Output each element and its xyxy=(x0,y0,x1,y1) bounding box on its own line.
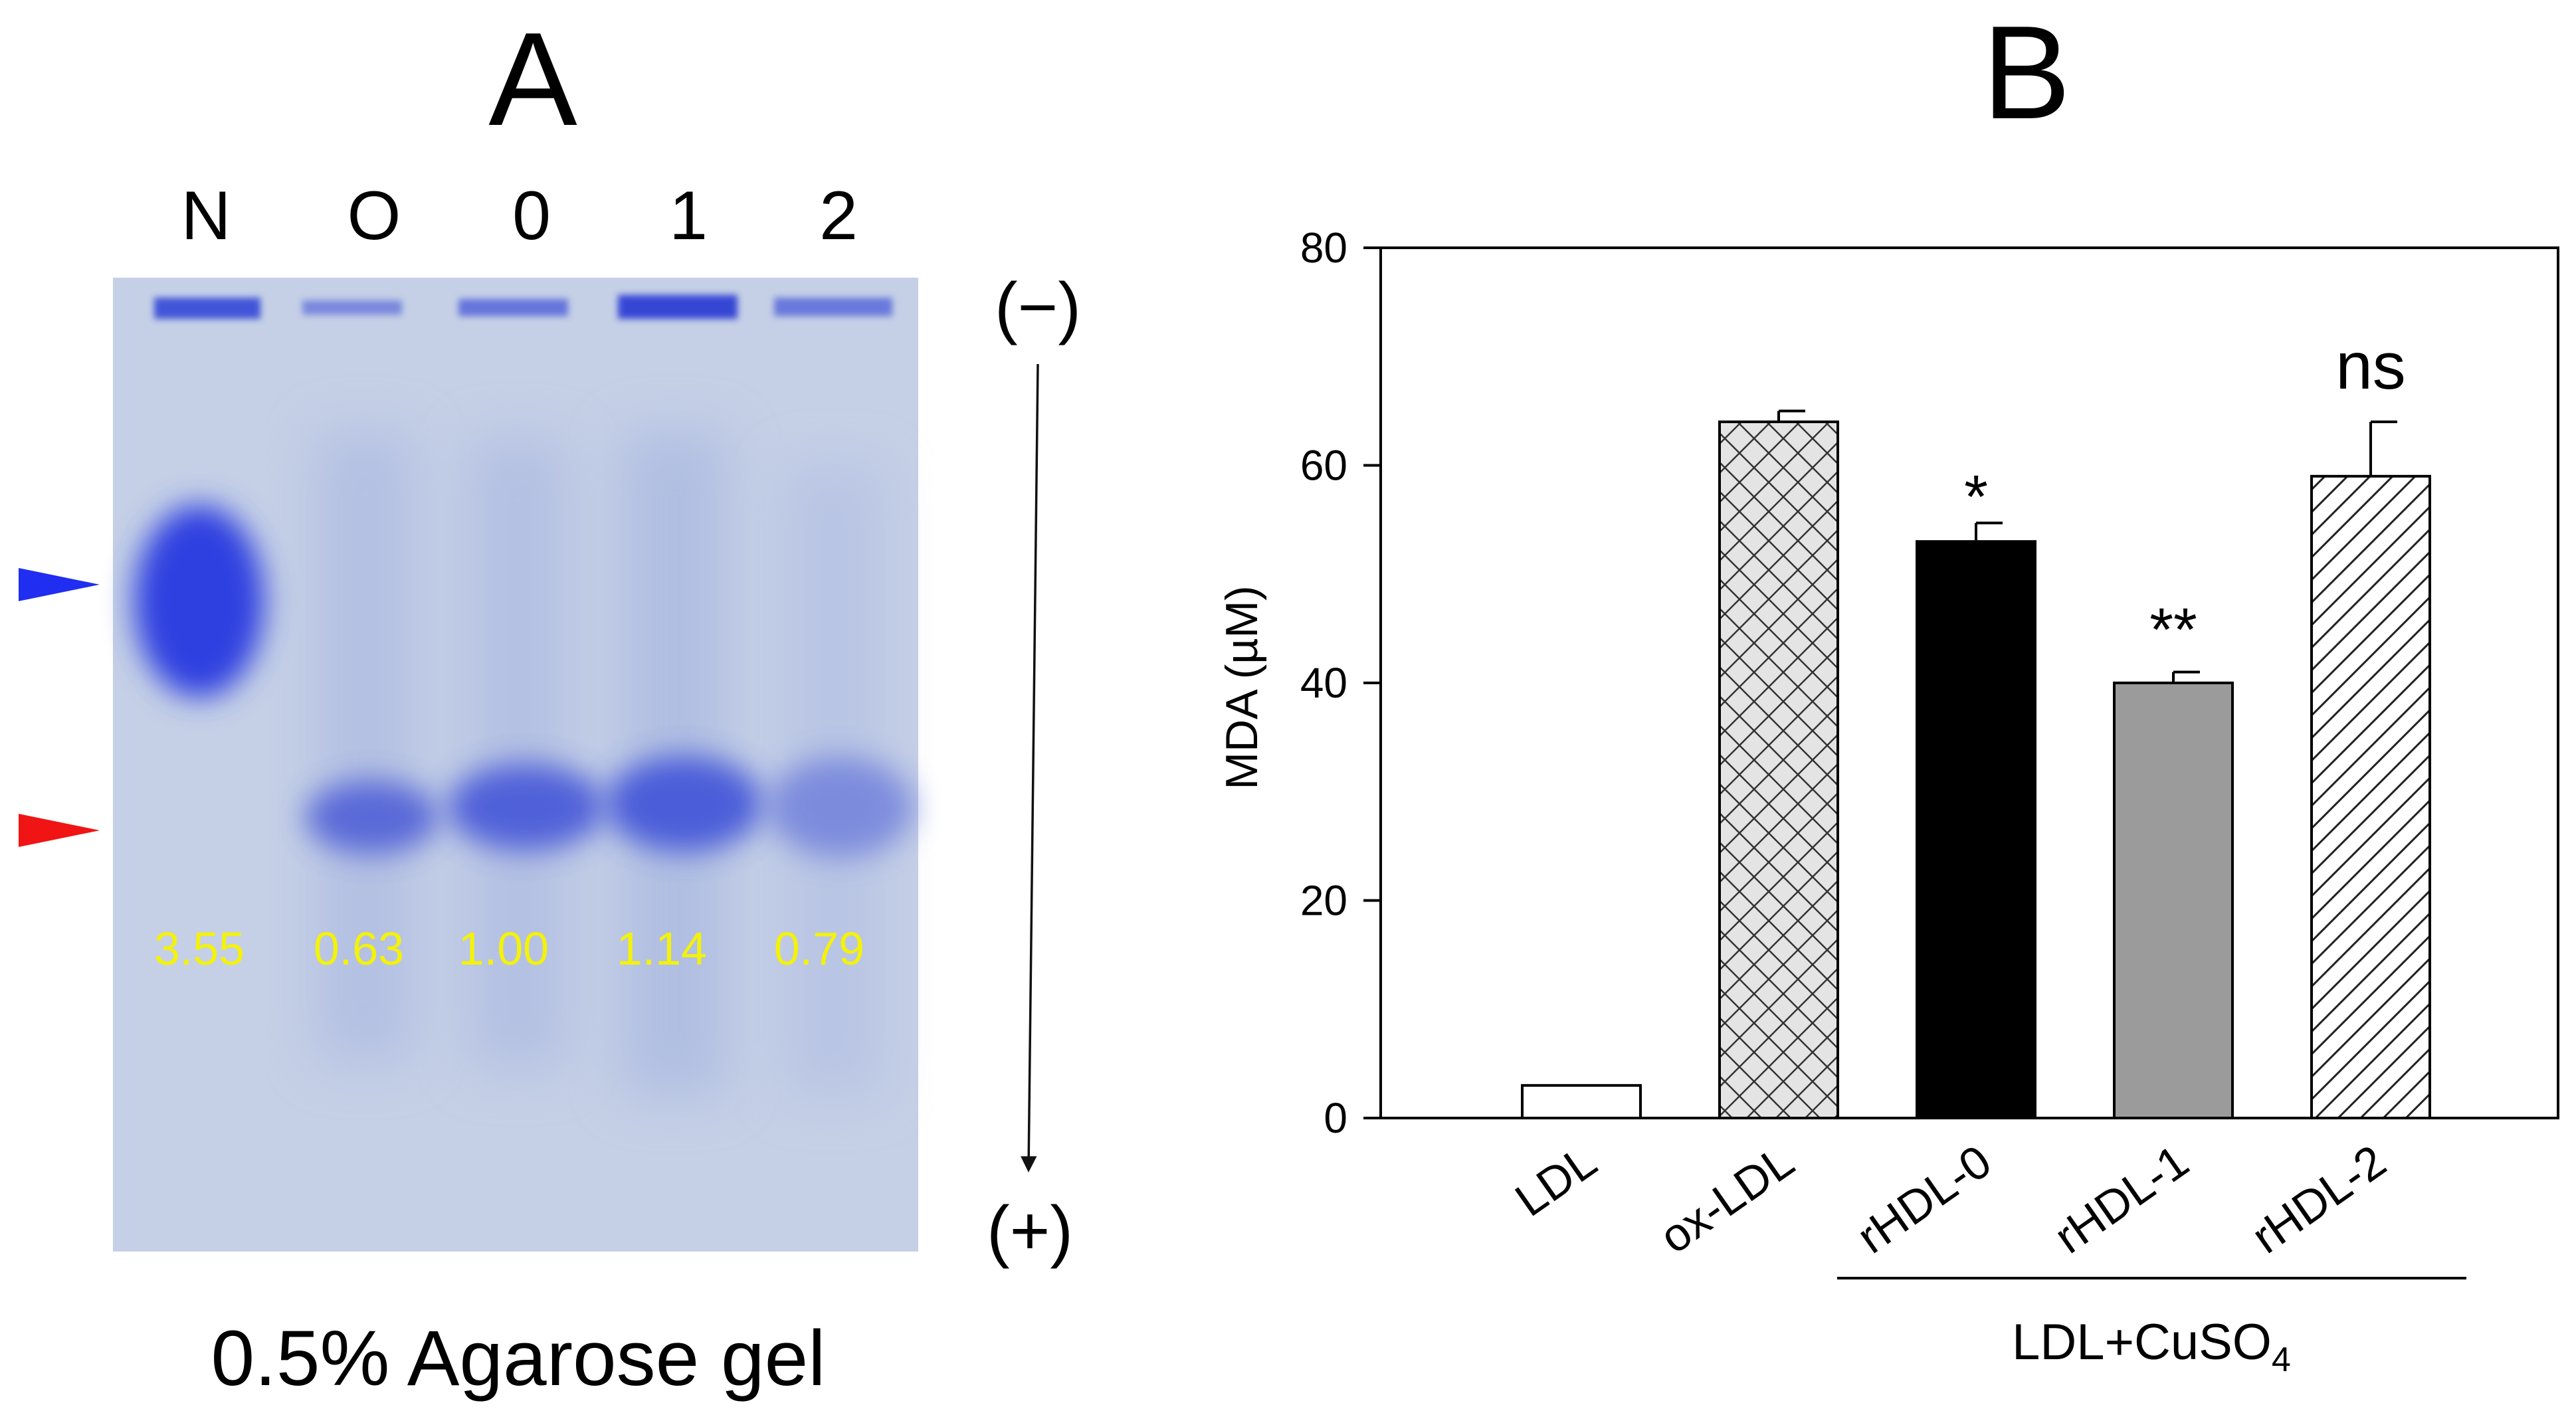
well-o xyxy=(302,300,402,315)
lane-label-2: 2 xyxy=(819,177,858,254)
y-axis-title: MDA (µM) xyxy=(1217,585,1267,789)
panel-b-letter: B xyxy=(1982,0,2070,147)
lane-label-0: 0 xyxy=(512,177,551,254)
y-tick-label: 40 xyxy=(1300,659,1347,707)
bar-rhdl-0 xyxy=(1916,540,2036,1119)
bar-ox-ldl xyxy=(1718,421,1839,1119)
gel-image: 3.55 0.63 1.00 1.14 0.79 xyxy=(113,278,918,1252)
x-tick-label: ox-LDL xyxy=(1650,1135,1803,1263)
lane-label-n: N xyxy=(181,177,231,254)
band-0 xyxy=(448,764,605,850)
electrode-negative: (−) xyxy=(995,269,1081,346)
red-arrowhead-icon xyxy=(19,814,100,847)
bar-rhdl-2 xyxy=(2310,474,2431,1119)
band-o xyxy=(306,781,439,854)
bar-rhdl-1 xyxy=(2113,682,2234,1119)
bar-ldl xyxy=(1521,1083,1642,1119)
band-ratio-o: 0.63 xyxy=(314,923,404,975)
x-axis-labels: LDL ox-LDL rHDL-0 rHDL-1 rHDL-2 xyxy=(1506,1135,2395,1263)
lane-smear-0 xyxy=(468,438,568,1070)
panel-a: A N O 0 1 2 xyxy=(19,5,1081,1402)
band-2 xyxy=(767,757,914,857)
well-2 xyxy=(774,298,892,316)
y-axis: 0 20 40 60 80 xyxy=(1300,224,1381,1142)
well-1 xyxy=(618,295,738,319)
x-tick-label: rHDL-0 xyxy=(1848,1135,2001,1263)
band-ratio-0: 1.00 xyxy=(458,923,549,975)
well-0 xyxy=(458,299,568,316)
gel-caption: 0.5% Agarose gel xyxy=(211,1315,826,1402)
lane-label-o: O xyxy=(347,177,401,254)
band-ratio-2: 0.79 xyxy=(774,923,864,975)
panel-a-letter: A xyxy=(488,5,577,153)
y-tick-label: 80 xyxy=(1300,224,1347,272)
y-tick-label: 0 xyxy=(1324,1094,1347,1142)
x-tick-label: rHDL-1 xyxy=(2045,1135,2198,1263)
significance-marker: ns xyxy=(2335,329,2406,403)
lane-smear-o xyxy=(316,432,415,1063)
x-tick-label: LDL xyxy=(1506,1135,1606,1226)
y-tick-label: 60 xyxy=(1300,442,1347,490)
band-ratio-1: 1.14 xyxy=(617,923,707,975)
y-tick-label: 20 xyxy=(1300,877,1347,925)
band-n xyxy=(134,505,264,698)
band-ratio-n: 3.55 xyxy=(154,923,245,975)
well-n xyxy=(154,298,260,319)
electrode-positive: (+) xyxy=(987,1192,1073,1270)
blue-arrowhead-icon xyxy=(19,568,100,601)
bars: ***ns xyxy=(1521,329,2431,1119)
lane-label-1: 1 xyxy=(669,177,708,254)
band-1 xyxy=(606,756,763,852)
significance-marker: ** xyxy=(2149,597,2197,664)
migration-arrow-icon xyxy=(1020,363,1039,1173)
group-label: LDL+CuSO4 xyxy=(2012,1314,2291,1379)
x-tick-label: rHDL-2 xyxy=(2242,1135,2395,1263)
lane-labels: N O 0 1 2 xyxy=(181,177,857,254)
significance-marker: * xyxy=(1964,463,1988,531)
